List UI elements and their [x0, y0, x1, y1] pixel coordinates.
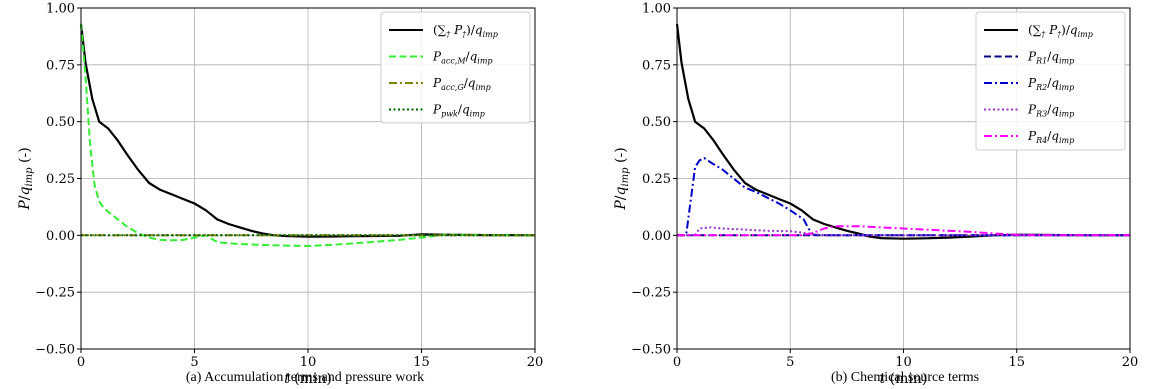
- legend-box: [975, 11, 1126, 151]
- legend-label-2: PR2/qimp: [1027, 76, 1074, 92]
- x-tick-label-0: 0: [77, 355, 85, 370]
- y-tick-label-6: −0.50: [631, 343, 671, 358]
- x-axis-label: t (min): [880, 371, 928, 387]
- chart-caption: (a) Accumulation terms and pressure work: [186, 370, 424, 385]
- legend-label-1: Pacc,M/qimp: [432, 50, 493, 66]
- x-tick-label-1: 5: [190, 355, 198, 370]
- series-line-2: [677, 157, 1130, 237]
- chart-chemical-source-terms: 0 5 10 15 20 1.00 0.75 0.50 0.25 0.00 −0.25 −0.50 t …: [613, 2, 1138, 388]
- y-tick-label-0: 1.00: [46, 2, 75, 17]
- y-tick-label-2: 0.50: [46, 115, 75, 130]
- chart-accumulation-terms: 0 5 10 15 20 1.00 0.75 0.50 0.25 0.00 −0.25 −0.50 t …: [17, 2, 543, 388]
- y-tick-label-6: −0.50: [35, 343, 75, 358]
- y-tick-label-5: −0.25: [35, 286, 75, 301]
- y-tick-label-5: −0.25: [631, 286, 671, 301]
- y-tick-label-3: 0.25: [642, 172, 671, 187]
- legend-label-1: PR1/qimp: [1027, 50, 1074, 66]
- x-tick-label-1: 5: [786, 355, 794, 370]
- x-tick-label-2: 10: [300, 355, 317, 370]
- y-tick-label-1: 0.75: [642, 58, 671, 73]
- x-tick-label-3: 15: [1008, 355, 1025, 370]
- y-tick-label-2: 0.50: [642, 115, 671, 130]
- x-axis-label: t (min): [284, 371, 332, 387]
- legend: (∑† P†)/qimp Pacc,M/qimp Pacc,G/qimp Ppwk/q…: [380, 11, 531, 124]
- y-tick-label-4: 0.00: [46, 229, 75, 244]
- x-tick-label-4: 20: [1122, 355, 1139, 370]
- chart-caption: (b) Chemical source terms: [831, 370, 979, 385]
- x-tick-label-3: 15: [413, 355, 430, 370]
- x-tick-label-4: 20: [527, 355, 544, 370]
- x-tick-label-2: 10: [895, 355, 912, 370]
- x-tick-label-0: 0: [673, 355, 681, 370]
- legend-box: [380, 11, 531, 124]
- legend: (∑† P†)/qimp PR1/qimp PR2/qimp PR3/qimp PR4/…: [975, 11, 1126, 151]
- series-line-4: [677, 225, 1130, 237]
- legend-label-0: (∑† P†)/qimp: [1028, 23, 1093, 39]
- legend-label-4: PR4/qimp: [1027, 129, 1074, 145]
- y-tick-label-1: 0.75: [46, 58, 75, 73]
- y-tick-label-0: 1.00: [642, 2, 671, 17]
- legend-label-0: (∑† P†)/qimp: [433, 23, 498, 39]
- legend-label-3: Ppwk/qimp: [432, 103, 485, 119]
- y-axis-label: P/qimp (-): [613, 147, 631, 210]
- legend-label-2: Pacc,G/qimp: [432, 76, 491, 92]
- y-tick-label-3: 0.25: [46, 172, 75, 187]
- legend-label-3: PR3/qimp: [1027, 103, 1074, 119]
- y-tick-label-4: 0.00: [642, 229, 671, 244]
- y-axis-label: P/qimp (-): [17, 147, 35, 210]
